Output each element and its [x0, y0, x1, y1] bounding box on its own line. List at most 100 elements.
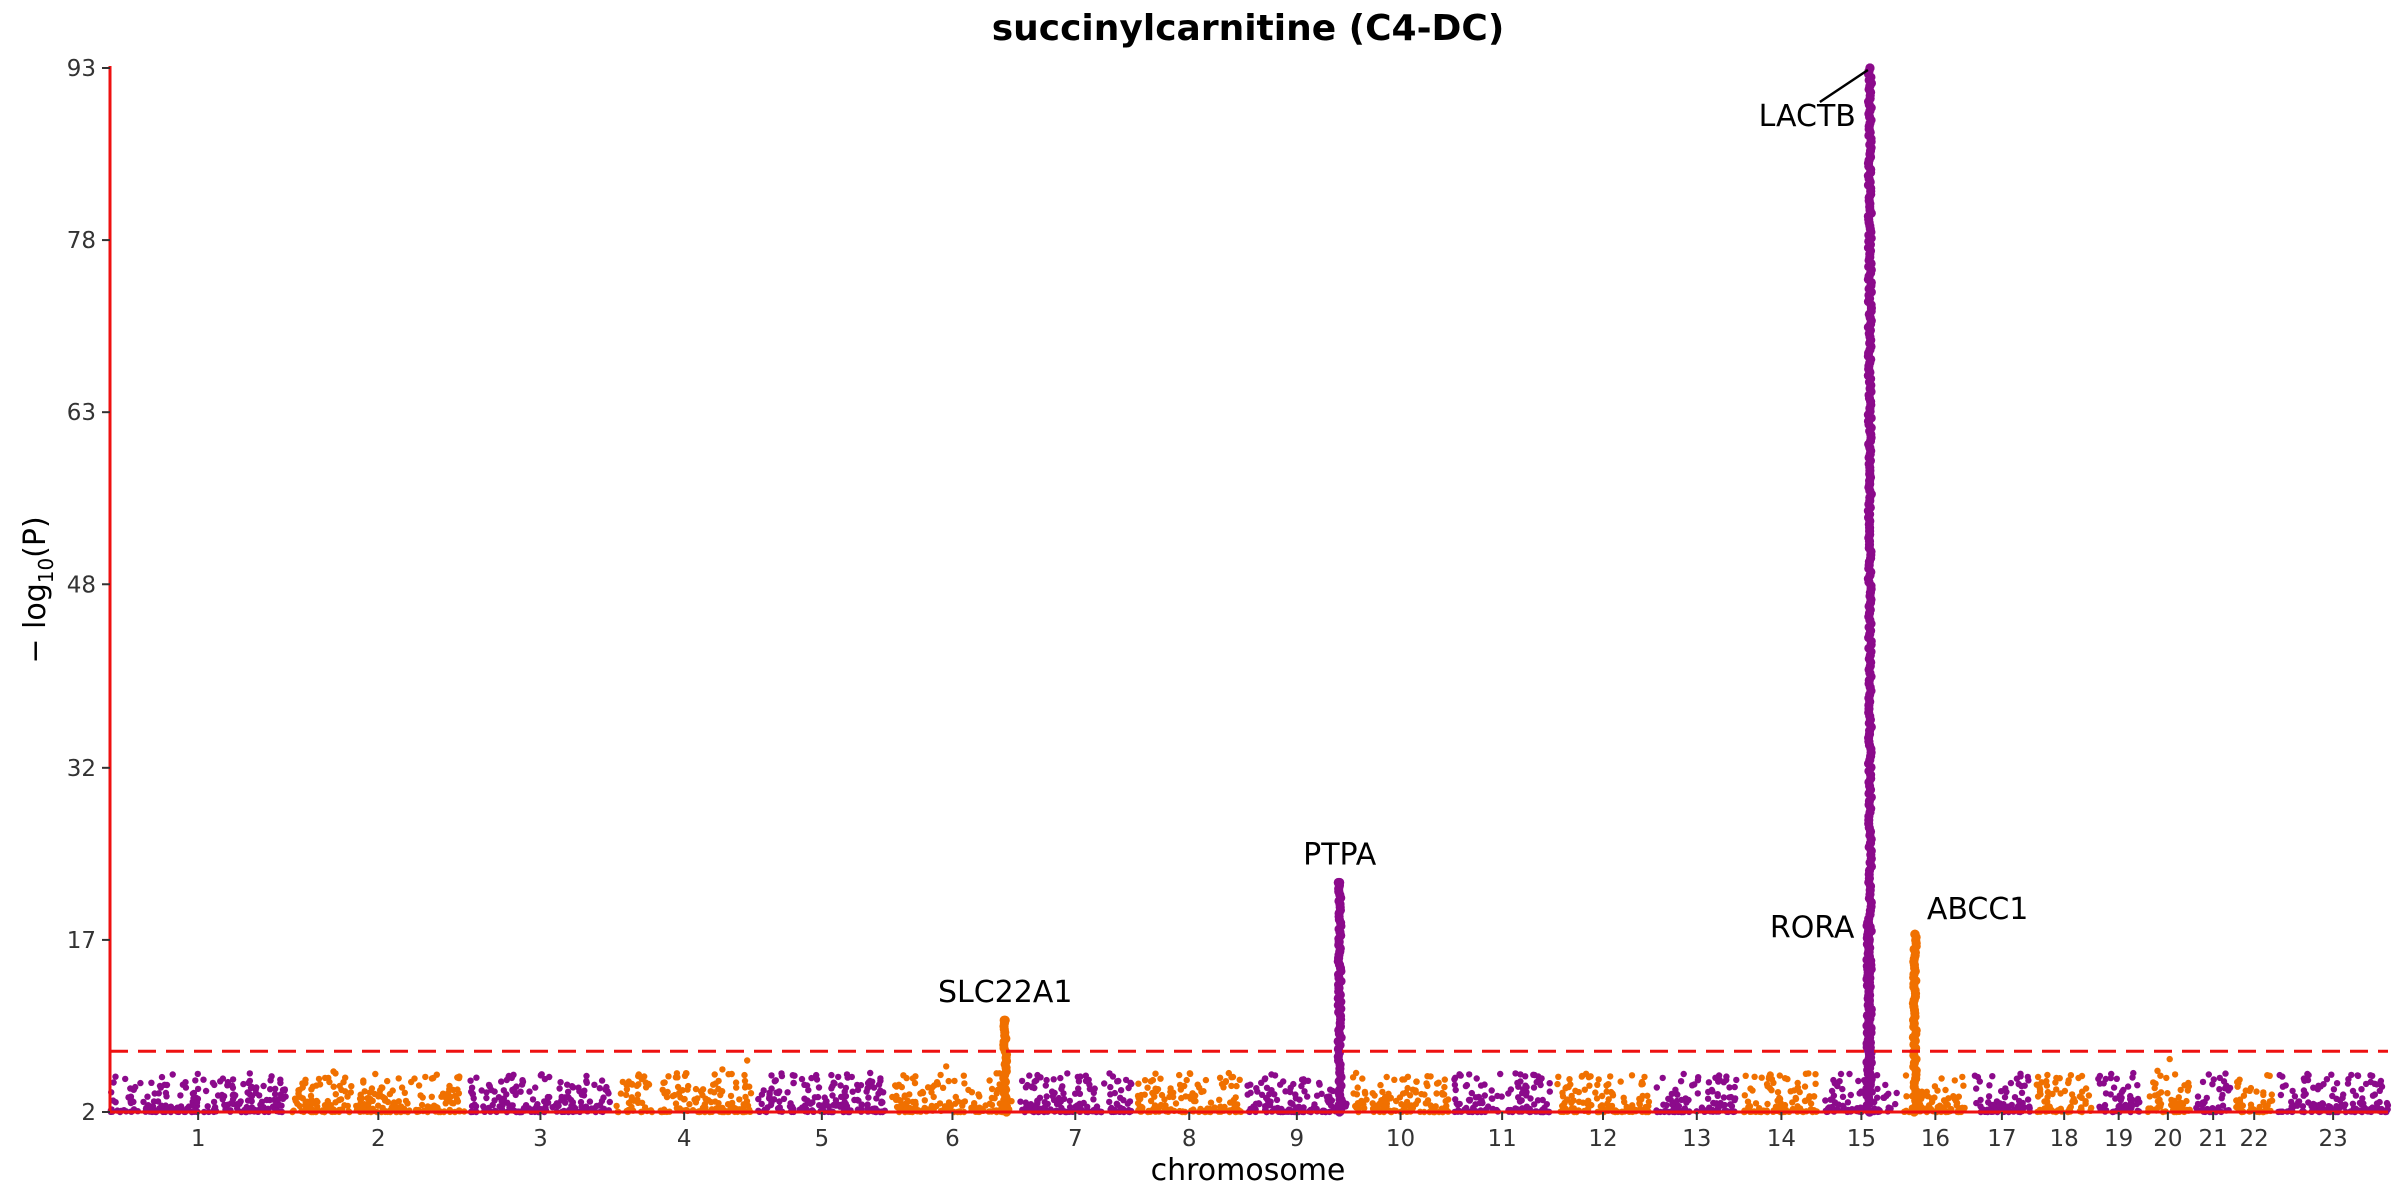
data-point: [2209, 1081, 2216, 1088]
data-point: [555, 1102, 562, 1110]
x-tick-label: 10: [1386, 1126, 1415, 1152]
data-point: [2289, 1087, 2296, 1095]
data-point: [122, 1075, 129, 1083]
data-point: [993, 1090, 1000, 1097]
data-point: [1427, 1102, 1434, 1109]
data-point: [194, 1085, 202, 1093]
data-point: [733, 1084, 740, 1091]
data-point: [919, 1089, 927, 1097]
data-point: [2276, 1071, 2283, 1079]
data-point: [692, 1085, 700, 1093]
data-point: [1747, 1085, 1754, 1092]
data-point: [1659, 1074, 1666, 1082]
data-point: [1731, 1083, 1738, 1091]
data-point: [1363, 1096, 1370, 1103]
data-point: [921, 1097, 928, 1104]
data-point: [583, 1072, 590, 1080]
data-point: [1383, 1073, 1390, 1081]
x-tick-label: 22: [2240, 1126, 2269, 1152]
x-tick-label: 7: [1068, 1126, 1083, 1152]
data-point: [2203, 1094, 2210, 1102]
y-tick-label: 93: [67, 56, 96, 82]
data-point: [1711, 1100, 1718, 1107]
data-point: [1066, 1103, 1074, 1111]
data-point: [1709, 1088, 1716, 1095]
data-point: [2013, 1075, 2021, 1082]
data-point: [253, 1084, 260, 1091]
data-point: [1764, 1100, 1771, 1108]
data-point: [1323, 1093, 1331, 1101]
data-point: [1216, 1074, 1224, 1082]
data-point: [2163, 1074, 2170, 1082]
data-point: [586, 1098, 594, 1105]
data-point: [1723, 1073, 1730, 1080]
data-point: [775, 1089, 782, 1097]
data-point: [936, 1100, 944, 1107]
data-point: [1043, 1076, 1050, 1084]
data-point: [2205, 1071, 2212, 1078]
data-point: [1519, 1089, 1526, 1097]
data-point: [1000, 1015, 1010, 1025]
data-point: [1134, 1100, 1142, 1107]
data-point: [422, 1073, 429, 1081]
data-point: [2234, 1078, 2241, 1086]
data-point: [2216, 1086, 2223, 1093]
data-point: [2294, 1102, 2301, 1109]
data-point: [1441, 1076, 1449, 1083]
data-point: [1639, 1092, 1646, 1100]
data-point: [1313, 1092, 1321, 1099]
data-point: [1258, 1091, 1266, 1099]
data-point: [260, 1082, 267, 1090]
data-point: [211, 1104, 219, 1111]
data-point: [710, 1081, 717, 1088]
data-point: [904, 1097, 911, 1105]
data-point: [1546, 1088, 1554, 1095]
data-point: [732, 1079, 740, 1086]
data-point: [193, 1099, 201, 1106]
data-point: [1638, 1081, 1645, 1088]
data-point: [1399, 1076, 1406, 1083]
data-point: [1057, 1074, 1064, 1082]
data-point: [1985, 1099, 1992, 1106]
data-point: [2117, 1097, 2124, 1104]
data-point: [130, 1098, 137, 1106]
data-point: [1741, 1092, 1749, 1099]
data-point: [1075, 1085, 1082, 1092]
data-point: [2151, 1084, 2158, 1092]
data-point: [909, 1075, 917, 1082]
data-point: [564, 1088, 572, 1096]
data-point: [2156, 1096, 2163, 1104]
data-point: [982, 1102, 989, 1109]
data-points: [107, 63, 2392, 1117]
data-point: [1892, 1100, 1899, 1108]
data-point: [1231, 1102, 1238, 1109]
data-point: [488, 1086, 495, 1094]
data-point: [519, 1077, 526, 1084]
data-point: [2256, 1103, 2263, 1111]
data-point: [778, 1070, 785, 1077]
data-point: [342, 1074, 349, 1081]
data-point: [1107, 1083, 1114, 1091]
data-point: [446, 1085, 453, 1093]
data-point: [1828, 1087, 1836, 1095]
data-point: [228, 1082, 236, 1089]
data-point: [854, 1096, 861, 1104]
data-point: [175, 1105, 182, 1112]
data-point: [798, 1075, 806, 1083]
data-point: [1404, 1073, 1412, 1081]
data-point: [803, 1082, 811, 1089]
data-point: [2253, 1088, 2260, 1095]
data-point: [526, 1088, 533, 1095]
data-point: [1350, 1090, 1357, 1097]
data-point: [699, 1086, 707, 1093]
data-point: [1041, 1099, 1049, 1106]
data-point: [542, 1100, 550, 1107]
data-point: [1583, 1100, 1591, 1107]
data-point: [144, 1093, 151, 1100]
data-point: [221, 1101, 228, 1109]
data-point: [2219, 1091, 2226, 1099]
data-point: [741, 1077, 749, 1085]
data-point: [200, 1076, 207, 1083]
y-tick-label: 17: [67, 928, 96, 954]
data-point: [1945, 1095, 1952, 1102]
